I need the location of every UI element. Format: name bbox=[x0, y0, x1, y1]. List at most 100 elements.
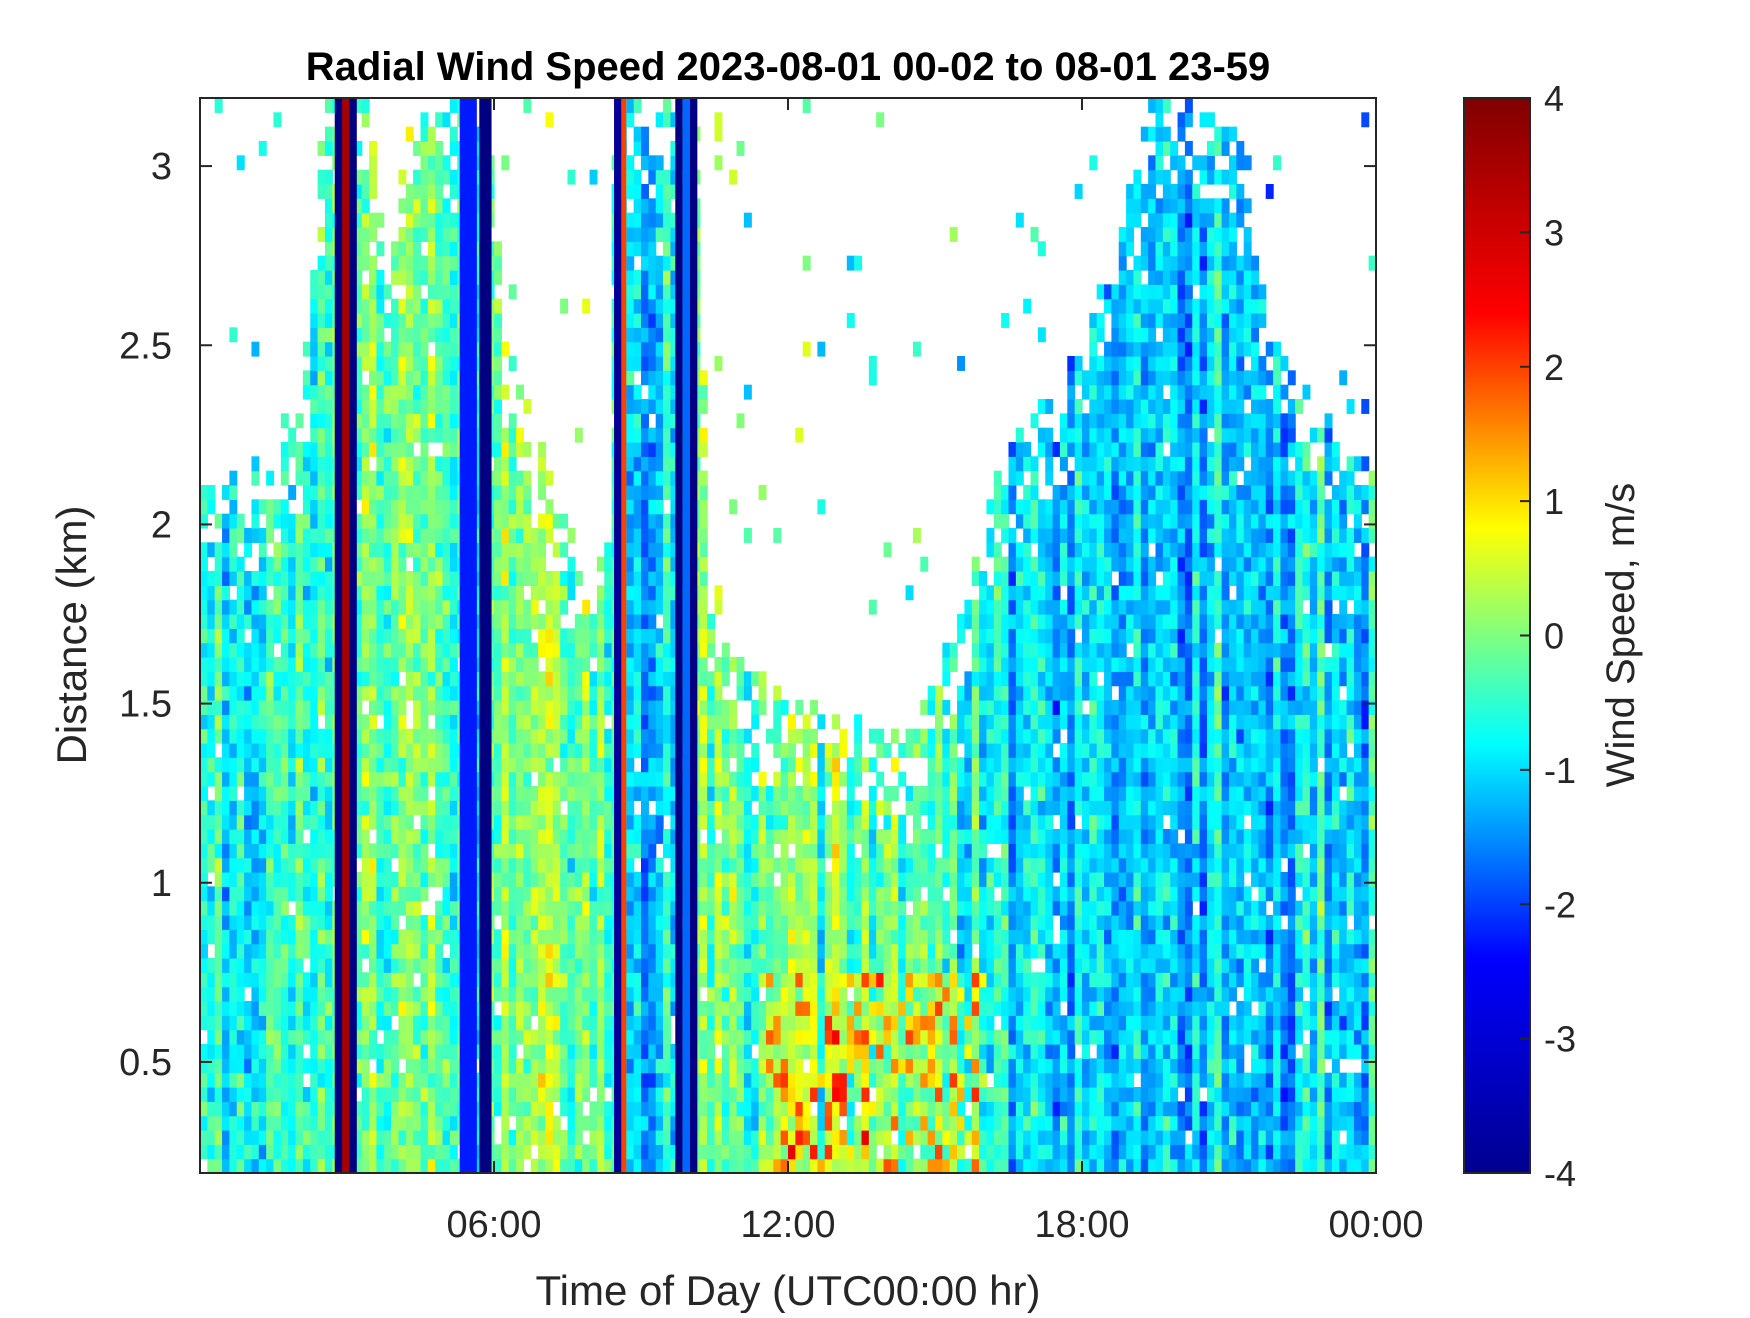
heatmap-cell bbox=[384, 542, 392, 557]
heatmap-cell bbox=[303, 499, 311, 514]
heatmap-cell bbox=[898, 1116, 906, 1131]
heatmap-cell bbox=[200, 714, 208, 729]
heatmap-cell bbox=[450, 843, 458, 858]
heatmap-cell bbox=[215, 886, 223, 901]
heatmap-cell bbox=[251, 1030, 259, 1045]
heatmap-cell bbox=[391, 600, 399, 615]
heatmap-cell bbox=[303, 657, 311, 672]
heatmap-cell bbox=[376, 356, 384, 371]
heatmap-cell bbox=[391, 571, 399, 586]
heatmap-cell bbox=[207, 714, 215, 729]
heatmap-cell bbox=[369, 987, 377, 1002]
heatmap-cell bbox=[523, 514, 531, 529]
heatmap-cell bbox=[296, 600, 304, 615]
heatmap-cell bbox=[215, 1015, 223, 1030]
heatmap-cell bbox=[626, 829, 634, 844]
heatmap-cell bbox=[421, 872, 429, 887]
heatmap-cell bbox=[884, 815, 892, 830]
heatmap-cell bbox=[501, 671, 509, 686]
heatmap-cell bbox=[398, 815, 406, 830]
heatmap-cell bbox=[516, 428, 524, 443]
heatmap-cell bbox=[384, 872, 392, 887]
heatmap-cell bbox=[421, 256, 429, 271]
heatmap-cell bbox=[494, 686, 502, 701]
heatmap-cell bbox=[259, 729, 267, 744]
heatmap-cell bbox=[656, 1015, 664, 1030]
heatmap-cell bbox=[634, 299, 642, 314]
heatmap-cell bbox=[568, 1101, 576, 1116]
heatmap-cell bbox=[715, 757, 723, 772]
heatmap-cell bbox=[266, 729, 274, 744]
heatmap-cell bbox=[274, 1030, 282, 1045]
heatmap-cell bbox=[810, 958, 818, 973]
heatmap-cell bbox=[244, 1030, 252, 1045]
heatmap-cell bbox=[428, 743, 436, 758]
heatmap-cell bbox=[854, 1144, 862, 1159]
heatmap-cell bbox=[296, 757, 304, 772]
heatmap-cell bbox=[575, 714, 583, 729]
heatmap-cell bbox=[450, 98, 458, 113]
heatmap-cell bbox=[766, 1130, 774, 1145]
heatmap-cell bbox=[862, 1015, 870, 1030]
heatmap-cell bbox=[648, 227, 656, 242]
heatmap-cell bbox=[435, 557, 443, 572]
heatmap-cell bbox=[817, 944, 825, 959]
heatmap-cell bbox=[839, 800, 847, 815]
heatmap-cell bbox=[641, 800, 649, 815]
heatmap-cell bbox=[538, 456, 546, 471]
heatmap-cell bbox=[244, 1044, 252, 1059]
heatmap-cell bbox=[244, 686, 252, 701]
heatmap-cell bbox=[281, 972, 289, 987]
heatmap-cell bbox=[590, 170, 598, 185]
heatmap-cell bbox=[781, 800, 789, 815]
heatmap-cell bbox=[898, 815, 906, 830]
heatmap-cell bbox=[435, 872, 443, 887]
heatmap-cell bbox=[781, 1116, 789, 1131]
heatmap-cell bbox=[222, 614, 230, 629]
heatmap-cell bbox=[384, 385, 392, 400]
heatmap-cell bbox=[288, 1015, 296, 1030]
heatmap-cell bbox=[421, 743, 429, 758]
heatmap-cell bbox=[215, 628, 223, 643]
heatmap-cell bbox=[869, 1159, 877, 1174]
heatmap-cell bbox=[200, 843, 208, 858]
heatmap-cell bbox=[398, 987, 406, 1002]
heatmap-cell bbox=[274, 600, 282, 615]
heatmap-cell bbox=[590, 1101, 598, 1116]
heatmap-cell bbox=[266, 714, 274, 729]
heatmap-cell bbox=[501, 643, 509, 658]
heatmap-cell bbox=[523, 1073, 531, 1088]
heatmap-cell bbox=[523, 614, 531, 629]
heatmap-cell bbox=[839, 958, 847, 973]
heatmap-cell bbox=[891, 858, 899, 873]
heatmap-cell bbox=[501, 944, 509, 959]
heatmap-cell bbox=[590, 1030, 598, 1045]
heatmap-cell bbox=[634, 1159, 642, 1174]
heatmap-cell bbox=[325, 1144, 333, 1159]
heatmap-cell bbox=[443, 1030, 451, 1045]
heatmap-cell bbox=[244, 886, 252, 901]
heatmap-cell bbox=[648, 356, 656, 371]
heatmap-cell bbox=[296, 958, 304, 973]
heatmap-cell bbox=[398, 1101, 406, 1116]
heatmap-cell bbox=[634, 1144, 642, 1159]
heatmap-cell bbox=[817, 858, 825, 873]
heatmap-cell bbox=[560, 1015, 568, 1030]
heatmap-cell bbox=[325, 872, 333, 887]
heatmap-cell bbox=[222, 786, 230, 801]
heatmap-cell bbox=[435, 1101, 443, 1116]
heatmap-cell bbox=[876, 958, 884, 973]
heatmap-cell bbox=[376, 456, 384, 471]
heatmap-cell bbox=[626, 585, 634, 600]
heatmap-cell bbox=[744, 829, 752, 844]
heatmap-cell bbox=[898, 1130, 906, 1145]
heatmap-cell bbox=[715, 929, 723, 944]
heatmap-cell bbox=[766, 1015, 774, 1030]
heatmap-cell bbox=[538, 571, 546, 586]
heatmap-cell bbox=[545, 958, 553, 973]
heatmap-cell bbox=[251, 571, 259, 586]
heatmap-cell bbox=[266, 571, 274, 586]
heatmap-cell bbox=[406, 370, 414, 385]
heatmap-cell bbox=[700, 786, 708, 801]
heatmap-cell bbox=[281, 1130, 289, 1145]
